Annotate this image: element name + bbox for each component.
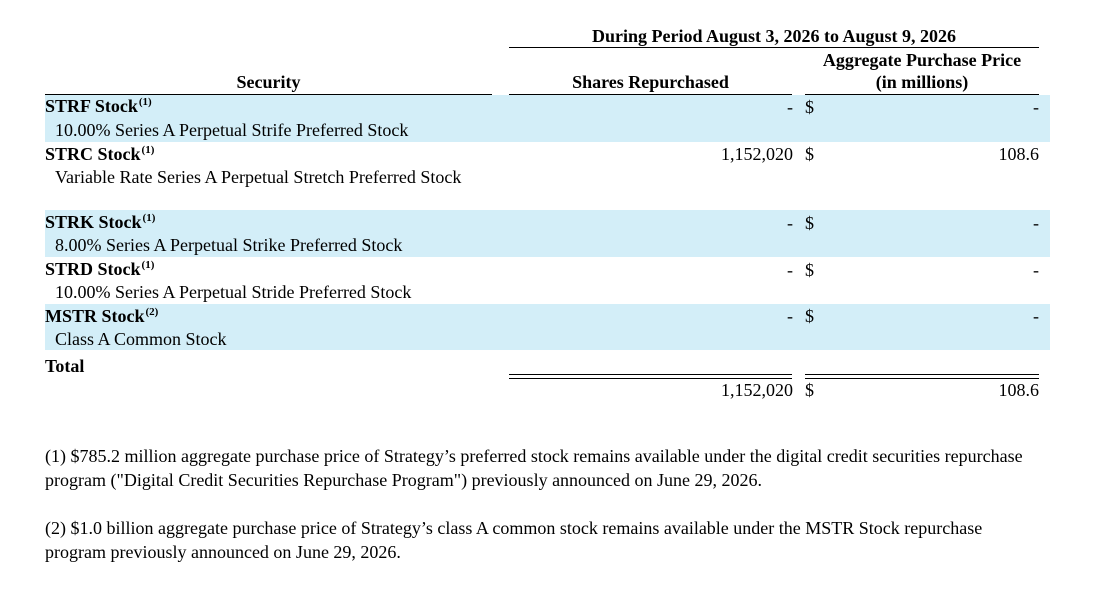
table-row-price: 108.6 [998,144,1040,164]
aggregate-price-header-line2: (in millions) [875,72,969,92]
table-row-ticker: STRD Stock(1) [45,259,155,279]
table-row-currency: $ [805,97,814,117]
total-shares: 1,152,020 [721,380,793,400]
table-row-price: - [1033,260,1039,280]
table-row-shares: 1,152,020 [721,144,793,164]
table-row-ticker: STRC Stock(1) [45,144,155,164]
total-price: 108.6 [998,380,1040,400]
footnote-ref: (1) [138,96,152,108]
table-row-description: 10.00% Series A Perpetual Strife Preferr… [55,120,409,140]
table-row-description: Class A Common Stock [55,329,227,349]
footnote-ref: (2) [145,306,159,318]
total-currency: $ [805,380,814,400]
table-row-ticker: STRF Stock(1) [45,96,152,116]
table-row-shares: - [787,213,793,233]
period-header: During Period August 3, 2026 to August 9… [591,26,957,46]
table-row-shares: - [787,260,793,280]
aggregate-price-header-line1: Aggregate Purchase Price [822,50,1022,70]
table-row-description: Variable Rate Series A Perpetual Stretch… [55,167,462,187]
shares-total-double-rule [509,374,792,379]
table-row-currency: $ [805,306,814,326]
shares-repurchased-header: Shares Repurchased [572,72,729,92]
footnote-2: (2) $1.0 billion aggregate purchase pric… [45,518,983,562]
table-row-band [45,210,1050,257]
table-row-price: - [1033,97,1039,117]
price-total-double-rule [805,374,1039,379]
table-row-description: 8.00% Series A Perpetual Strike Preferre… [55,235,403,255]
table-row-shares: - [787,306,793,326]
footnote-ref: (1) [141,259,155,271]
footnote-ref: (1) [141,144,155,156]
table-row-price: - [1033,213,1039,233]
aggregate-price-header: Aggregate Purchase Price (in millions) [805,49,1039,93]
table-row-description: 10.00% Series A Perpetual Stride Preferr… [55,282,412,302]
table-row-band [45,95,1050,142]
shares-header-underline [509,94,792,95]
total-label: Total [45,356,85,376]
footnote-1: (1) $785.2 million aggregate purchase pr… [45,446,1023,490]
footnote-ref: (1) [142,212,156,224]
table-row-currency: $ [805,144,814,164]
table-row-band [45,304,1050,350]
table-row-shares: - [787,97,793,117]
table-row-price: - [1033,306,1039,326]
period-underline [509,47,1039,48]
security-header: Security [236,72,301,92]
table-row-ticker: STRK Stock(1) [45,212,156,232]
table-row-currency: $ [805,260,814,280]
table-row-ticker: MSTR Stock(2) [45,306,159,326]
table-row-currency: $ [805,213,814,233]
price-header-underline [805,94,1039,95]
security-header-underline [45,94,492,95]
